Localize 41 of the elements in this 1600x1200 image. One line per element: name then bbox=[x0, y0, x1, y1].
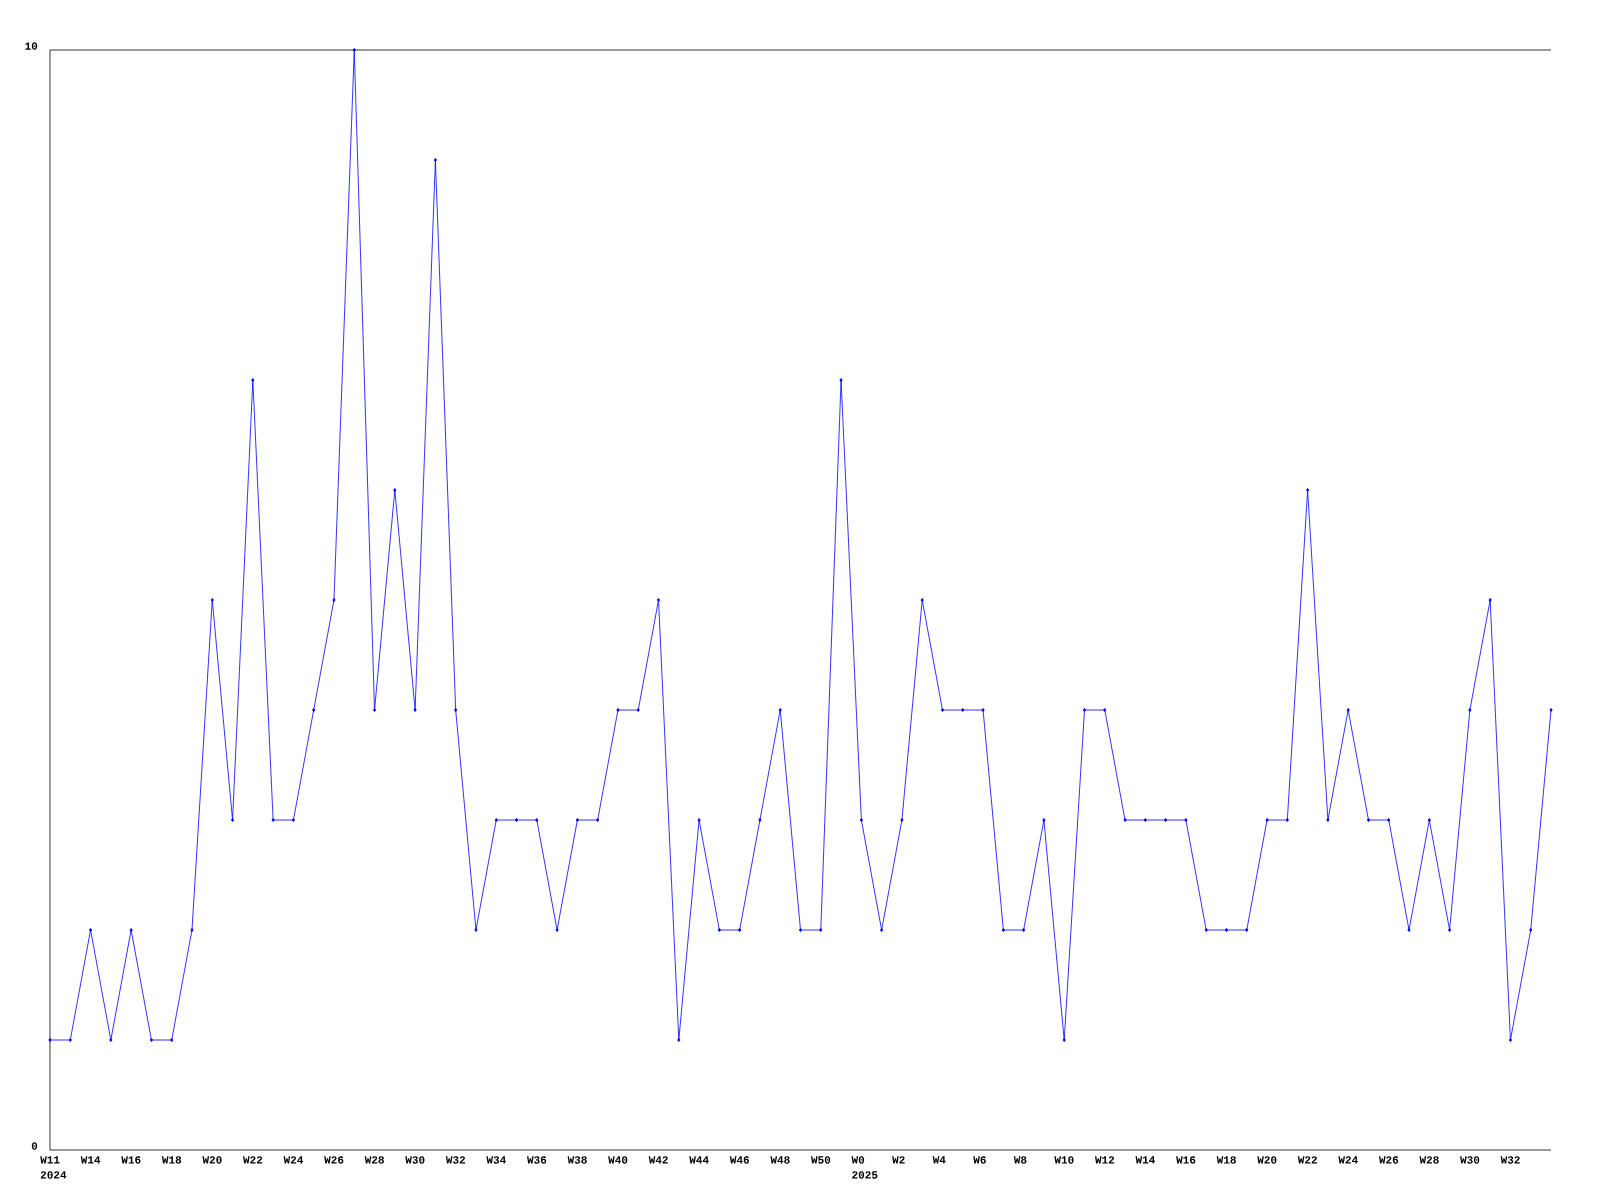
y-tick-label: 10 bbox=[25, 42, 38, 50]
x-tick-label: W20 bbox=[202, 1156, 222, 1164]
x-tick-label: W26 bbox=[324, 1156, 344, 1164]
x-tick-label: W46 bbox=[729, 1156, 750, 1164]
x-tick-label: W44 bbox=[689, 1156, 709, 1164]
x-tick-label: W16 bbox=[1176, 1156, 1196, 1164]
x-tick-label: W36 bbox=[527, 1156, 547, 1164]
x-tick-label: W6 bbox=[973, 1156, 986, 1164]
x-tick-label: W4 bbox=[932, 1156, 946, 1164]
x-tick-label: W42 bbox=[648, 1156, 668, 1164]
x-tick-label: W32 bbox=[1500, 1156, 1520, 1164]
x-tick-label: W30 bbox=[1460, 1156, 1480, 1164]
x-tick-label: W32 bbox=[445, 1156, 466, 1164]
x-tick-label: W11 bbox=[40, 1156, 60, 1164]
x-tick-label: W8 bbox=[1013, 1156, 1027, 1164]
x-tick-label: W0 bbox=[851, 1156, 865, 1164]
x-tick-label: W30 bbox=[405, 1156, 425, 1164]
x-tick-label: W40 bbox=[608, 1156, 628, 1164]
x-tick-label: W10 bbox=[1054, 1156, 1074, 1164]
x-tick-label: W12 bbox=[1094, 1156, 1115, 1164]
y-tick-label: 0 bbox=[31, 1142, 38, 1150]
x-tick-label: W24 bbox=[1338, 1156, 1358, 1164]
x-tick-label: W22 bbox=[1297, 1156, 1317, 1164]
x-tick-label: W20 bbox=[1257, 1156, 1277, 1164]
x-tick-label: W38 bbox=[567, 1156, 587, 1164]
x-tick-label: W34 bbox=[486, 1156, 506, 1164]
x-tick-label: W48 bbox=[770, 1156, 790, 1164]
text: 2025 bbox=[852, 1171, 878, 1179]
x-tick-label: W14 bbox=[80, 1156, 101, 1164]
x-tick-label: W24 bbox=[283, 1156, 304, 1164]
x-tick-label: W16 bbox=[121, 1156, 141, 1164]
x-tick-label: W2 bbox=[892, 1156, 905, 1164]
x-tick-label: W26 bbox=[1378, 1156, 1399, 1164]
x-tick-label: W18 bbox=[161, 1156, 182, 1164]
x-tick-label: W18 bbox=[1216, 1156, 1236, 1164]
x-tick-label: W28 bbox=[364, 1156, 384, 1164]
x-tick-label: W14 bbox=[1135, 1156, 1156, 1164]
x-tick-label: W28 bbox=[1419, 1156, 1439, 1164]
text: 2024 bbox=[40, 1171, 67, 1179]
x-tick-label: W50 bbox=[810, 1156, 831, 1164]
x-tick-label: W22 bbox=[243, 1156, 263, 1164]
